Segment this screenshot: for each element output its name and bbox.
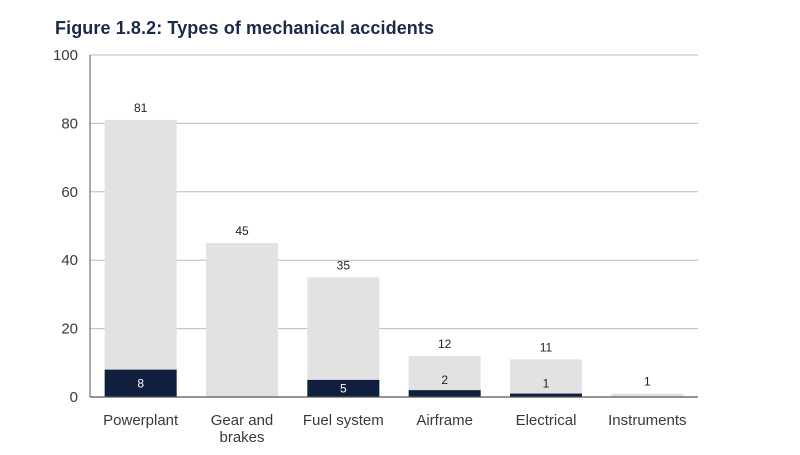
bar-subset [104, 369, 177, 397]
x-category-label: Powerplant [103, 412, 179, 429]
total-data-label: 45 [235, 224, 249, 238]
bar-total [307, 277, 380, 397]
x-category-label: Airframe [416, 412, 473, 429]
bar-total [206, 243, 278, 397]
total-data-label: 1 [644, 375, 651, 389]
x-category-label: brakes [219, 429, 264, 446]
total-data-label: 81 [134, 101, 148, 115]
bar-subset [510, 393, 582, 397]
total-data-label: 35 [337, 258, 351, 272]
gridlines [90, 54, 698, 330]
subset-data-label: 2 [441, 373, 448, 387]
total-data-label: 12 [438, 337, 452, 351]
y-tick-label: 20 [61, 321, 78, 338]
bars [104, 119, 684, 397]
y-tick-label: 80 [61, 115, 78, 132]
y-tick-label: 60 [61, 184, 78, 201]
subset-data-label: 8 [137, 376, 144, 390]
bar-total [611, 393, 684, 397]
x-category-label: Electrical [516, 412, 577, 429]
y-tick-label: 40 [61, 252, 78, 269]
subset-data-label: 1 [543, 377, 550, 391]
chart-title: Figure 1.8.2: Types of mechanical accide… [55, 18, 435, 38]
bar-subset [408, 390, 481, 397]
x-category-label: Instruments [608, 412, 686, 429]
y-axis: 0 20 40 60 80 100 [53, 47, 91, 406]
bar-subset [307, 379, 380, 397]
subset-data-label: 5 [340, 381, 347, 395]
bar-total [510, 359, 582, 397]
y-tick-label: 100 [53, 47, 78, 64]
x-category-label: Gear and [211, 412, 274, 429]
total-data-label: 11 [540, 340, 553, 354]
bar-total [104, 119, 177, 397]
y-tick-label: 0 [70, 389, 78, 406]
x-category-label: Fuel system [303, 412, 384, 429]
